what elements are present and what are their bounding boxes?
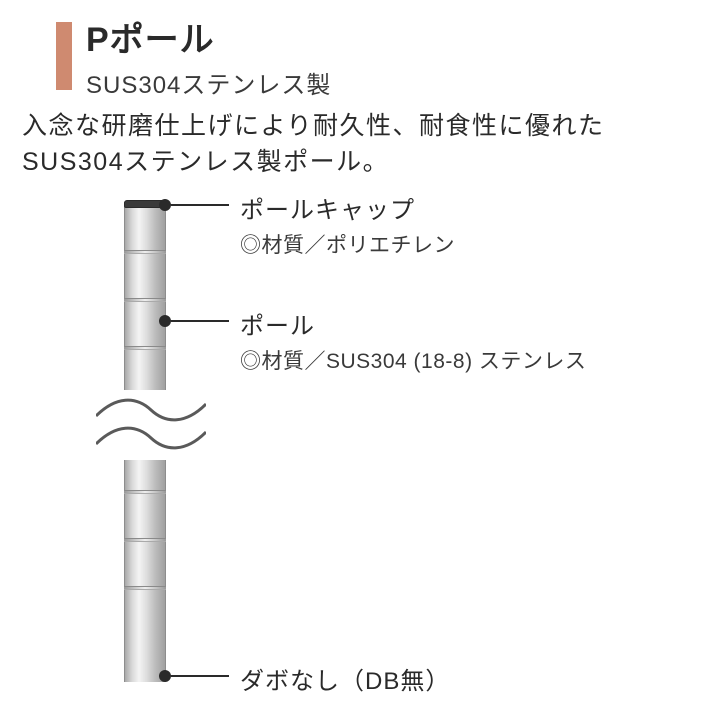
description-text: 入念な研磨仕上げにより耐久性、耐食性に優れたSUS304ステンレス製ポール。 xyxy=(22,108,688,181)
pole-ring xyxy=(124,586,166,590)
pole-diagram: ポールキャップ ◎材質／ポリエチレン ポール ◎材質／SUS304 (18-8)… xyxy=(0,190,710,700)
pole-ring xyxy=(124,250,166,254)
pole-upper-segment xyxy=(124,202,166,402)
pole-ring xyxy=(124,298,166,302)
product-subtitle: SUS304ステンレス製 xyxy=(86,65,331,100)
callout-material: ◎材質／SUS304 (18-8) ステンレス xyxy=(240,345,586,375)
wave-break-line xyxy=(96,420,206,455)
header: Pポール SUS304ステンレス製 xyxy=(56,22,331,100)
callout-dot xyxy=(159,199,171,211)
title-group: Pポール SUS304ステンレス製 xyxy=(86,22,331,100)
callout-cap: ポールキャップ ◎材質／ポリエチレン xyxy=(240,190,455,259)
callout-dot xyxy=(159,315,171,327)
pole-lower-segment xyxy=(124,440,166,682)
callout-material: ◎材質／ポリエチレン xyxy=(240,229,455,259)
callout-label: ダボなし（DB無） xyxy=(240,661,450,696)
callout-leader xyxy=(171,204,229,206)
pole-ring xyxy=(124,490,166,494)
callout-label: ポール xyxy=(240,306,586,341)
callout-leader xyxy=(171,675,229,677)
callout-label: ポールキャップ xyxy=(240,190,455,225)
product-title: Pポール xyxy=(86,22,331,59)
callout-pole: ポール ◎材質／SUS304 (18-8) ステンレス xyxy=(240,306,586,375)
pole-ring xyxy=(124,346,166,350)
callout-dot xyxy=(159,670,171,682)
pole-ring xyxy=(124,538,166,542)
callout-bottom: ダボなし（DB無） xyxy=(240,661,450,696)
accent-bar xyxy=(56,22,72,90)
callout-leader xyxy=(171,320,229,322)
